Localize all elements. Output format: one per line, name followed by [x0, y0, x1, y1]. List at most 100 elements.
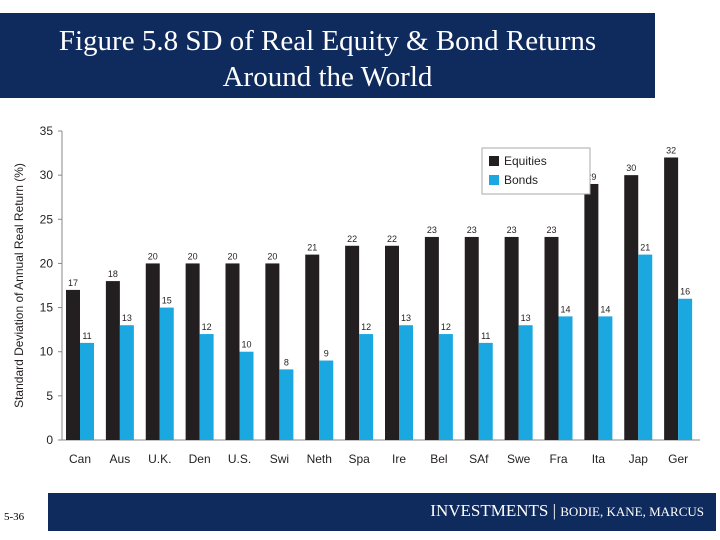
- x-tick-label: Swi: [270, 452, 289, 466]
- equities-data-label: 21: [307, 243, 317, 253]
- bonds-bar: [319, 360, 334, 440]
- legend-swatch-equities: [489, 156, 499, 166]
- footer-book: INVESTMENTS: [430, 501, 549, 520]
- x-tick-label: Aus: [110, 452, 131, 466]
- equities-bar: [225, 263, 240, 440]
- equities-data-label: 32: [666, 145, 676, 155]
- x-tick-label: U.K.: [148, 452, 171, 466]
- equities-bar: [145, 263, 160, 440]
- bonds-bar: [678, 298, 693, 440]
- x-tick-label: Bel: [430, 452, 447, 466]
- x-tick-label: SAf: [469, 452, 489, 466]
- bonds-data-label: 15: [162, 296, 172, 306]
- y-tick-label: 20: [40, 256, 54, 270]
- equities-bar: [544, 236, 559, 440]
- equities-bar: [105, 281, 120, 440]
- y-tick-label: 25: [40, 212, 54, 226]
- slide-number: 5-36: [4, 511, 25, 523]
- equities-data-label: 30: [626, 163, 636, 173]
- bonds-bar: [399, 325, 413, 440]
- bonds-data-label: 14: [560, 304, 570, 314]
- bonds-data-label: 9: [324, 349, 329, 359]
- bonds-data-label: 21: [640, 243, 650, 253]
- footer-bar: INVESTMENTS | BODIE, KANE, MARCUS: [48, 493, 716, 531]
- equities-data-label: 22: [347, 234, 357, 244]
- bonds-bar: [279, 369, 294, 440]
- bonds-data-label: 8: [284, 357, 289, 367]
- bonds-data-label: 11: [481, 331, 490, 341]
- bonds-data-label: 13: [521, 313, 531, 323]
- bonds-data-label: 12: [361, 322, 371, 332]
- bonds-bar: [598, 316, 613, 440]
- equities-data-label: 20: [267, 251, 277, 261]
- y-tick-label: 0: [46, 433, 53, 447]
- footer-separator: |: [548, 501, 561, 520]
- bonds-bar: [438, 334, 453, 440]
- bar-chart: 0 5 10 15 20 25 30 35 Standard Deviation of Annu…: [12, 124, 700, 466]
- footer-text: INVESTMENTS | BODIE, KANE, MARCUS: [430, 501, 704, 521]
- y-tick-label: 15: [40, 301, 54, 315]
- chart-title-line1: Figure 5.8 SD of Real Equity & Bond Retu…: [58, 25, 597, 57]
- equities-bar: [305, 254, 320, 440]
- bonds-bar: [359, 334, 374, 440]
- x-tick-label: Ire: [392, 452, 406, 466]
- bonds-bar: [159, 307, 174, 440]
- x-tick-label: U.S.: [228, 452, 251, 466]
- x-tick-label: Jap: [629, 452, 649, 466]
- equities-bar: [664, 157, 679, 440]
- x-tick-label: Den: [189, 452, 211, 466]
- y-tick-label: 10: [40, 345, 54, 359]
- y-tick-label: 30: [40, 168, 54, 182]
- bonds-data-label: 14: [600, 304, 610, 314]
- bonds-data-label: 13: [401, 313, 411, 323]
- x-tick-label: Spa: [348, 452, 370, 466]
- bonds-data-label: 12: [441, 322, 451, 332]
- legend-label-bonds: Bonds: [504, 173, 538, 187]
- equities-data-label: 20: [188, 251, 198, 261]
- equities-bar: [66, 289, 80, 440]
- chart-area: 0 5 10 15 20 25 30 35 Standard Deviation of Annu…: [10, 118, 702, 470]
- equities-bar: [265, 263, 280, 440]
- equities-data-label: 18: [108, 269, 118, 279]
- x-tick-label: Can: [69, 452, 91, 466]
- x-tick-label: Swe: [507, 452, 531, 466]
- bonds-data-label: 11: [82, 331, 91, 341]
- x-tick-label: Neth: [307, 452, 332, 466]
- bonds-bar: [119, 325, 134, 440]
- bonds-bar: [199, 334, 214, 440]
- equities-bar: [185, 263, 200, 440]
- equities-data-label: 20: [227, 251, 237, 261]
- equities-bar: [424, 236, 439, 440]
- bonds-bar: [80, 342, 94, 440]
- footer-authors: BODIE, KANE, MARCUS: [560, 504, 704, 519]
- bonds-data-label: 10: [241, 340, 251, 350]
- x-tick-label: Fra: [550, 452, 568, 466]
- bonds-bar: [239, 351, 254, 440]
- bonds-data-label: 16: [680, 287, 690, 297]
- bonds-bar: [558, 316, 573, 440]
- equities-bar: [464, 236, 479, 440]
- equities-bar: [385, 245, 399, 440]
- y-axis-title: Standard Deviation of Annual Real Return…: [12, 163, 26, 408]
- bonds-bar: [478, 342, 493, 440]
- bonds-bar: [518, 325, 533, 440]
- equities-bar: [504, 236, 519, 440]
- equities-data-label: 29: [586, 172, 596, 182]
- chart-title-line2: Around the World: [222, 61, 433, 93]
- title-banner: Figure 5.8 SD of Real Equity & Bond Retu…: [0, 13, 655, 98]
- equities-data-label: 23: [427, 225, 437, 235]
- bonds-bar: [638, 254, 653, 440]
- equities-data-label: 23: [507, 225, 517, 235]
- legend-box: [481, 147, 591, 195]
- y-tick-label: 5: [46, 389, 53, 403]
- bonds-data-label: 13: [122, 313, 132, 323]
- legend-label-equities: Equities: [504, 154, 547, 168]
- equities-data-label: 23: [467, 225, 477, 235]
- equities-bar: [624, 175, 639, 440]
- equities-data-label: 20: [148, 251, 158, 261]
- equities-data-label: 23: [546, 225, 556, 235]
- x-tick-label: Ger: [668, 452, 688, 466]
- x-tick-label: Ita: [592, 452, 606, 466]
- equities-data-label: 22: [387, 234, 397, 244]
- equities-bar: [584, 183, 599, 440]
